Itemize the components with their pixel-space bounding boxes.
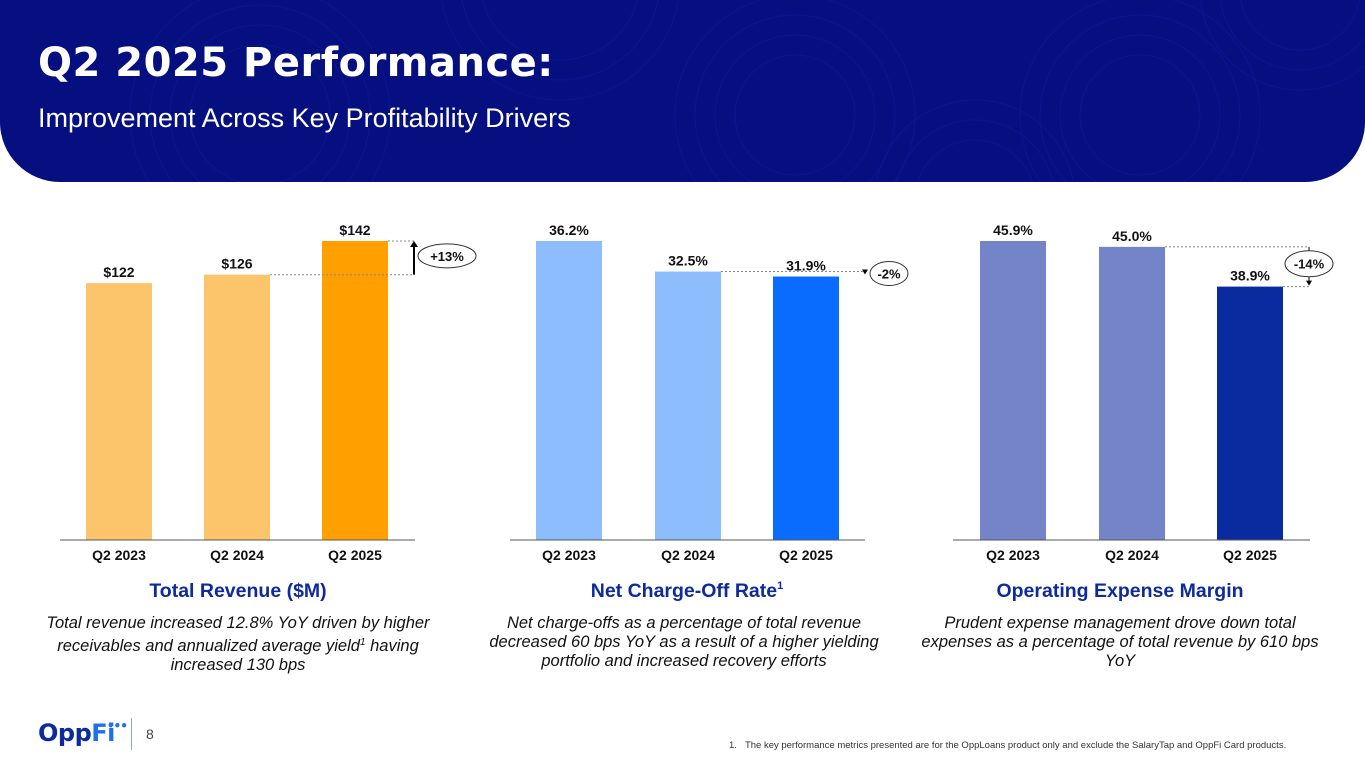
arrow-down-icon	[862, 269, 868, 275]
chart-title-text: Net Charge-Off Rate	[590, 580, 778, 602]
description-tail: having increased 130 bps	[170, 637, 419, 674]
x-tick-label: Q2 2023	[542, 547, 596, 563]
header-pattern	[129, 0, 1365, 182]
x-tick-label: Q2 2024	[210, 547, 264, 563]
data-label: $122	[103, 264, 134, 280]
bar-q2-2023	[86, 283, 152, 540]
arrow-down-icon	[1306, 280, 1312, 286]
data-label: 32.5%	[668, 253, 708, 269]
data-label: $126	[221, 256, 252, 272]
x-tick-label: Q2 2025	[779, 547, 833, 563]
footnote-text: The key performance metrics presented ar…	[744, 740, 1287, 751]
chart-description-net-charge-off-rate: Net charge-offs as a percentage of total…	[474, 614, 894, 671]
data-label: 36.2%	[549, 222, 589, 238]
bar-q2-2024	[1099, 246, 1165, 541]
footnote-marker: 1	[359, 637, 366, 648]
bar-q2-2025	[773, 276, 839, 540]
bar-q2-2024	[655, 271, 721, 540]
data-label: 31.9%	[786, 258, 826, 274]
chart-title-text: Total Revenue ($M)	[149, 580, 327, 602]
logo-divider	[131, 718, 132, 750]
arrow-up-icon	[410, 241, 418, 247]
footnote-marker: 1	[777, 580, 784, 592]
header-banner: Q2 2025 Performance: Improvement Across …	[0, 0, 1365, 182]
change-label: -14%	[1294, 257, 1325, 272]
bar-q2-2023	[536, 241, 602, 540]
x-tick-label: Q2 2025	[1223, 547, 1277, 563]
data-label: 45.9%	[993, 222, 1033, 238]
x-tick-label: Q2 2023	[92, 547, 146, 563]
chart-description-operating-expense-margin: Prudent expense management drove down to…	[910, 614, 1330, 671]
description-text: Prudent expense management drove down to…	[921, 614, 1319, 670]
change-badge	[869, 261, 909, 287]
oppfi-logo: OppFi •••	[38, 719, 128, 747]
chart-title-operating-expense-margin: Operating Expense Margin	[920, 580, 1320, 603]
charts-area: $122 Q2 2023 $126 Q2 2024 $142 Q2 2025 +13% 36.…	[60, 222, 1334, 563]
chart-title-total-revenue: Total Revenue ($M)	[38, 580, 438, 603]
change-badge	[417, 243, 477, 269]
change-badge	[1284, 250, 1334, 278]
change-label: -2%	[877, 267, 901, 282]
description-text: Total revenue increased 12.8% YoY driven…	[46, 614, 430, 655]
bar-q2-2023	[980, 241, 1046, 540]
logo-dots-icon: •••	[106, 719, 128, 733]
data-label: 38.9%	[1230, 268, 1270, 284]
bar-q2-2025	[1217, 286, 1283, 540]
page-subtitle: Improvement Across Key Profitability Dri…	[38, 103, 571, 133]
logo-opp: Opp	[38, 719, 92, 747]
page-number: 8	[146, 726, 154, 742]
bar-q2-2024	[204, 274, 270, 540]
change-label: +13%	[430, 249, 464, 264]
x-tick-label: Q2 2023	[986, 547, 1040, 563]
description-text: Net charge-offs as a percentage of total…	[489, 614, 879, 670]
chart-title-text: Operating Expense Margin	[996, 580, 1244, 602]
x-tick-label: Q2 2024	[661, 547, 715, 563]
chart-title-net-charge-off-rate: Net Charge-Off Rate1	[487, 580, 887, 603]
x-tick-label: Q2 2025	[328, 547, 382, 563]
logo-fi: Fi	[91, 719, 115, 747]
footnote: 1. The key performance metrics presented …	[729, 740, 1286, 751]
data-label: $142	[339, 222, 370, 238]
data-label: 45.0%	[1112, 228, 1152, 244]
footnote-number: 1.	[729, 740, 737, 751]
bar-q2-2025	[322, 241, 388, 540]
x-tick-label: Q2 2024	[1105, 547, 1159, 563]
chart-description-total-revenue: Total revenue increased 12.8% YoY driven…	[28, 614, 448, 675]
page-title: Q2 2025 Performance:	[38, 40, 554, 86]
